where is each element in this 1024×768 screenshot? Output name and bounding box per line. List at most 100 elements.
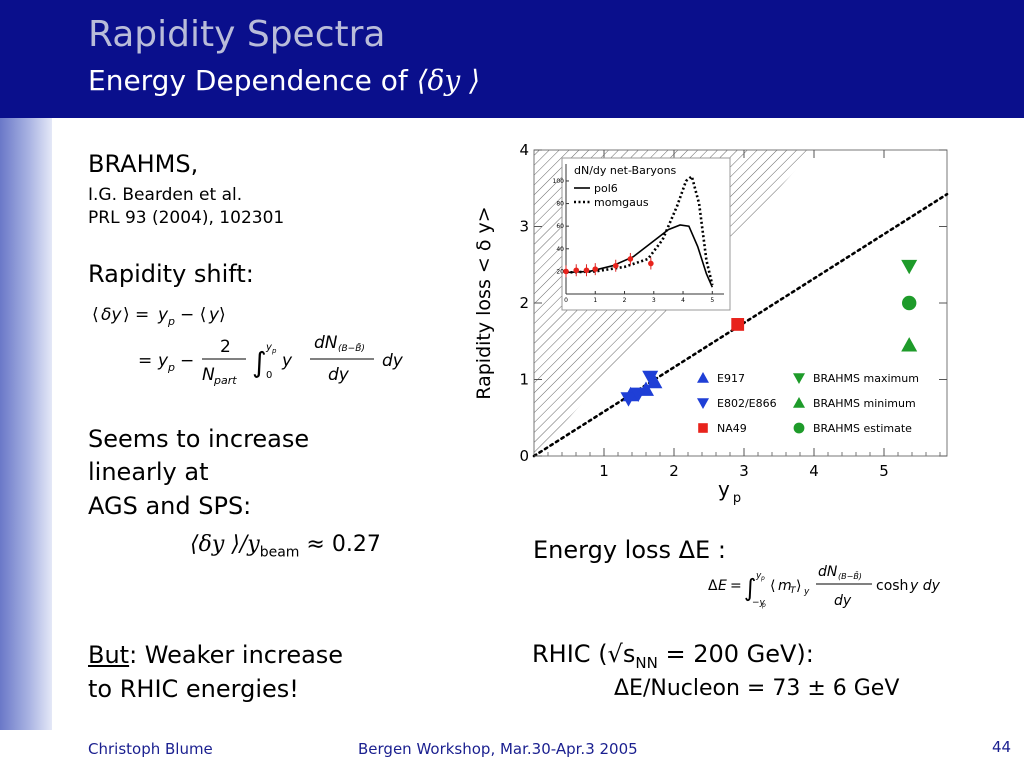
- y-tick-label: 2: [519, 294, 529, 312]
- svg-text:y: y: [281, 351, 293, 371]
- rhic-rest: = 200 GeV):: [665, 640, 814, 668]
- svg-text:T: T: [790, 586, 797, 596]
- slide-footer: [0, 730, 1024, 768]
- svg-text:−y: −y: [752, 598, 766, 608]
- seems-line-1: Seems to increase: [88, 425, 310, 453]
- svg-text:Δ: Δ: [708, 578, 718, 594]
- svg-text:y dy: y dy: [909, 578, 941, 594]
- svg-text:δy: δy: [101, 305, 122, 325]
- data-point-e802-e866: [630, 387, 647, 403]
- ratio-rhs: ≈ 0.27: [306, 532, 381, 557]
- subtitle-text: Energy Dependence of: [88, 64, 408, 97]
- energy-per-nucleon: ΔE/Nucleon = 73 ± 6 GeV: [614, 676, 900, 701]
- but-line-1: But: Weaker increase: [88, 639, 343, 672]
- data-point-na49: [731, 318, 745, 331]
- svg-text:y: y: [157, 351, 169, 371]
- rapidity-loss-chart: 1 2 3 4 5 0 1 2 3 4 0 1 2 3 4 5 20 40 60 80 100 dN/dy net-Ba…: [473, 141, 949, 506]
- chart-data-markers: [620, 259, 918, 407]
- svg-text:− ⟨: − ⟨: [180, 305, 206, 325]
- inset-dndy-plot: 0 1 2 3 4 5 20 40 60 80 100 dN/dy net-Baryons pol6mo…: [553, 157, 731, 311]
- data-point-e802-e866: [620, 392, 637, 407]
- chart-x-axis-label-main: y: [718, 477, 730, 501]
- inset-y-tick-label: 20: [556, 268, 564, 275]
- svg-text:dN: dN: [818, 564, 838, 580]
- ratio-lhs: ⟨δy ⟩/y: [190, 532, 260, 557]
- svg-text:2: 2: [220, 337, 231, 357]
- inset-data-point: [583, 267, 590, 274]
- legend-label: E802/E866: [717, 397, 777, 410]
- svg-text:part: part: [213, 374, 237, 387]
- inset-x-tick-label: 3: [652, 297, 656, 304]
- inset-y-tick-label: 80: [556, 201, 564, 208]
- data-point-e802-e866: [642, 370, 659, 386]
- inset-data-point: [592, 266, 599, 272]
- inset-pol6-curve: [565, 224, 714, 288]
- svg-text:∫: ∫: [252, 346, 267, 379]
- svg-text:dy: dy: [328, 365, 350, 385]
- inset-data-point: [573, 267, 580, 274]
- inset-data-point: [627, 256, 634, 262]
- svg-text:p: p: [271, 347, 277, 355]
- svg-text:N: N: [202, 365, 215, 385]
- legend-marker: [793, 422, 805, 434]
- data-point-brahms-estimate: [902, 295, 917, 311]
- x-tick-label: 3: [739, 462, 749, 480]
- legend-marker: [697, 372, 709, 383]
- inset-x-tick-label: 1: [593, 297, 597, 304]
- inset-data-point: [563, 268, 569, 275]
- svg-text:⟩: ⟩: [796, 578, 801, 594]
- rapidity-shift-equation: ⟨ δy ⟩ = y p − ⟨ y ⟩ = y p − 2 N part ∫ …: [92, 305, 404, 387]
- inset-x-tick-label: 5: [710, 297, 714, 304]
- svg-text:⟨: ⟨: [92, 305, 99, 325]
- inset-legend-label: pol6: [594, 182, 618, 195]
- svg-text:⟨: ⟨: [770, 578, 775, 594]
- inset-background: [561, 157, 731, 311]
- reference-text: PRL 93 (2004), 102301: [88, 208, 285, 228]
- but-rest: : Weaker increase: [129, 641, 344, 669]
- x-tick-label: 2: [669, 462, 679, 480]
- svg-text:⟩: ⟩: [219, 305, 226, 325]
- data-point-brahms-minimum: [901, 337, 918, 352]
- x-tick-label: 1: [599, 462, 609, 480]
- svg-text:dN: dN: [314, 333, 338, 353]
- but-word: But: [88, 641, 130, 669]
- inset-x-tick-label: 2: [623, 297, 627, 304]
- legend-marker: [793, 373, 805, 384]
- slide-subtitle: Energy Dependence of ⟨δy ⟩: [88, 64, 480, 97]
- slide-sidebar-gradient: [0, 118, 52, 730]
- inset-y-tick-label: 100: [553, 178, 565, 185]
- dotted-fit-line: [532, 192, 949, 458]
- svg-text:y: y: [803, 587, 810, 597]
- inset-title: dN/dy net-Baryons: [574, 164, 677, 177]
- inset-legend-label: momgaus: [594, 196, 649, 209]
- legend-marker: [793, 397, 805, 408]
- legend-label: E917: [717, 372, 745, 385]
- inset-y-tick-label: 60: [556, 223, 564, 230]
- legend-label: BRAHMS estimate: [813, 422, 912, 435]
- svg-text:p: p: [167, 315, 175, 328]
- x-tick-label: 5: [879, 462, 889, 480]
- svg-text:−: −: [180, 351, 194, 371]
- energy-loss-label: Energy loss ΔE :: [533, 536, 726, 564]
- inset-y-tick-label: 40: [556, 246, 564, 253]
- footer-author: Christoph Blume: [88, 740, 213, 758]
- energy-loss-equation: Δ E = ∫ y p −y p ⟨ m T ⟩ y dN (B−B̄) dy …: [708, 564, 941, 609]
- footer-event: Bergen Workshop, Mar.30-Apr.3 2005: [358, 740, 638, 758]
- inset-x-tick-label: 0: [564, 297, 568, 304]
- svg-text:p: p: [761, 602, 766, 609]
- y-tick-label: 1: [519, 371, 529, 389]
- subtitle-math: ⟨δy ⟩: [416, 64, 481, 97]
- svg-text:p: p: [167, 361, 175, 374]
- brahms-label: BRAHMS,: [88, 150, 199, 178]
- legend-label: NA49: [717, 422, 747, 435]
- chart-tick-labels: 1 2 3 4 5 0 1 2 3 4: [519, 141, 947, 480]
- svg-text:y: y: [265, 342, 273, 353]
- legend-marker: [697, 398, 709, 409]
- svg-text:⟩ =: ⟩ =: [123, 305, 149, 325]
- linear-trend-line: [532, 192, 949, 458]
- legend-label: BRAHMS maximum: [813, 372, 919, 385]
- inset-momgaus-curve: [565, 174, 714, 286]
- svg-text:dy: dy: [834, 593, 852, 609]
- rapidity-shift-label: Rapidity shift:: [88, 260, 254, 288]
- inset-data-point: [648, 260, 654, 267]
